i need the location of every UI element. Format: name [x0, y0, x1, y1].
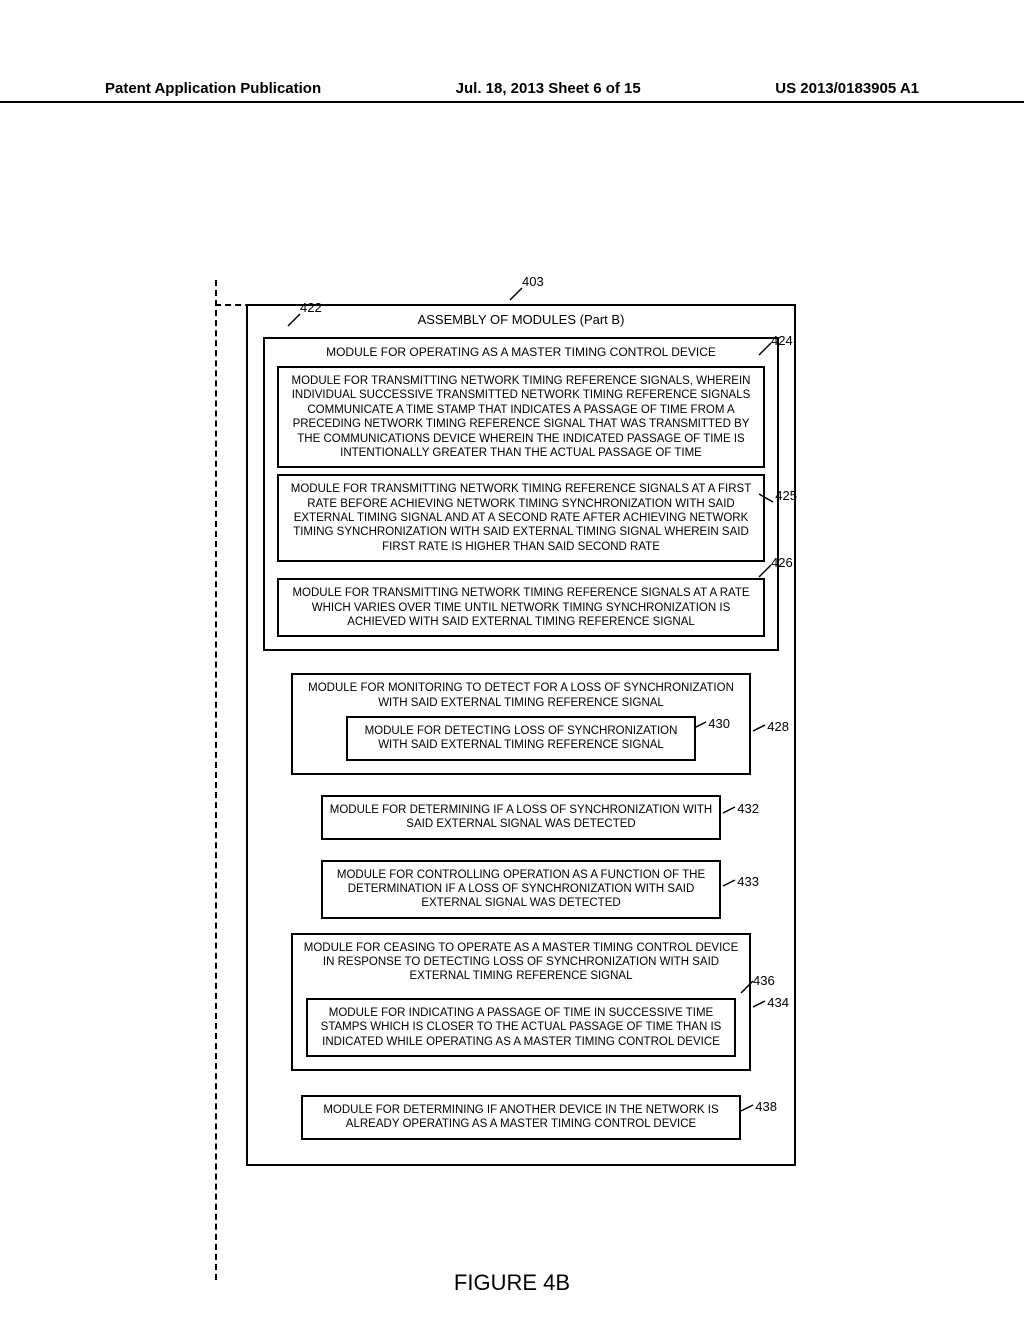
module-428-title: MODULE FOR MONITORING TO DETECT FOR A LO…	[299, 681, 743, 710]
header-left: Patent Application Publication	[105, 80, 321, 97]
module-434: MODULE FOR CEASING TO OPERATE AS A MASTE…	[291, 933, 751, 1071]
figure-label: FIGURE 4B	[0, 1270, 1024, 1296]
module-438: MODULE FOR DETERMINING IF ANOTHER DEVICE…	[301, 1095, 741, 1140]
module-433-text: MODULE FOR CONTROLLING OPERATION AS A FU…	[337, 869, 705, 910]
ref-434: 434	[767, 995, 789, 1011]
ref-424-label: 424	[771, 333, 793, 349]
assembly-outer-box: 422 ASSEMBLY OF MODULES (Part B) MODULE …	[246, 304, 796, 1166]
ref-433: 433	[737, 874, 759, 890]
ref-428: 428	[767, 719, 789, 735]
module-425: MODULE FOR TRANSMITTING NETWORK TIMING R…	[277, 474, 765, 562]
module-430: MODULE FOR DETECTING LOSS OF SYNCHRONIZA…	[346, 716, 696, 761]
ref-432: 432	[737, 801, 759, 817]
header-center: Jul. 18, 2013 Sheet 6 of 15	[456, 80, 641, 97]
module-433: MODULE FOR CONTROLLING OPERATION AS A FU…	[321, 860, 721, 919]
module-434-title: MODULE FOR CEASING TO OPERATE AS A MASTE…	[299, 941, 743, 984]
ref-438: 438	[755, 1099, 777, 1115]
module-425-text: MODULE FOR TRANSMITTING NETWORK TIMING R…	[291, 483, 751, 553]
ref-430: 430	[708, 716, 730, 732]
dashed-border-left	[215, 280, 217, 1280]
module-424: MODULE FOR TRANSMITTING NETWORK TIMING R…	[277, 366, 765, 468]
module-438-text: MODULE FOR DETERMINING IF ANOTHER DEVICE…	[323, 1104, 718, 1130]
module-422: MODULE FOR OPERATING AS A MASTER TIMING …	[263, 337, 779, 651]
ref-426-label: 426	[771, 555, 793, 571]
page-header: Patent Application Publication Jul. 18, …	[0, 80, 1024, 103]
module-430-text: MODULE FOR DETECTING LOSS OF SYNCHRONIZA…	[365, 725, 678, 751]
module-436: MODULE FOR INDICATING A PASSAGE OF TIME …	[306, 998, 736, 1057]
ref-403-label: 403	[522, 274, 544, 289]
module-426: MODULE FOR TRANSMITTING NETWORK TIMING R…	[277, 578, 765, 637]
module-432: MODULE FOR DETERMINING IF A LOSS OF SYNC…	[321, 795, 721, 840]
assembly-title: ASSEMBLY OF MODULES (Part B)	[256, 312, 786, 327]
module-432-text: MODULE FOR DETERMINING IF A LOSS OF SYNC…	[330, 804, 713, 830]
ref-425: 425	[775, 488, 797, 504]
page: Patent Application Publication Jul. 18, …	[0, 0, 1024, 1320]
module-428: MODULE FOR MONITORING TO DETECT FOR A LO…	[291, 673, 751, 775]
ref-436-label: 436	[753, 973, 775, 989]
header-right: US 2013/0183905 A1	[775, 80, 919, 97]
module-422-title: MODULE FOR OPERATING AS A MASTER TIMING …	[271, 345, 771, 360]
